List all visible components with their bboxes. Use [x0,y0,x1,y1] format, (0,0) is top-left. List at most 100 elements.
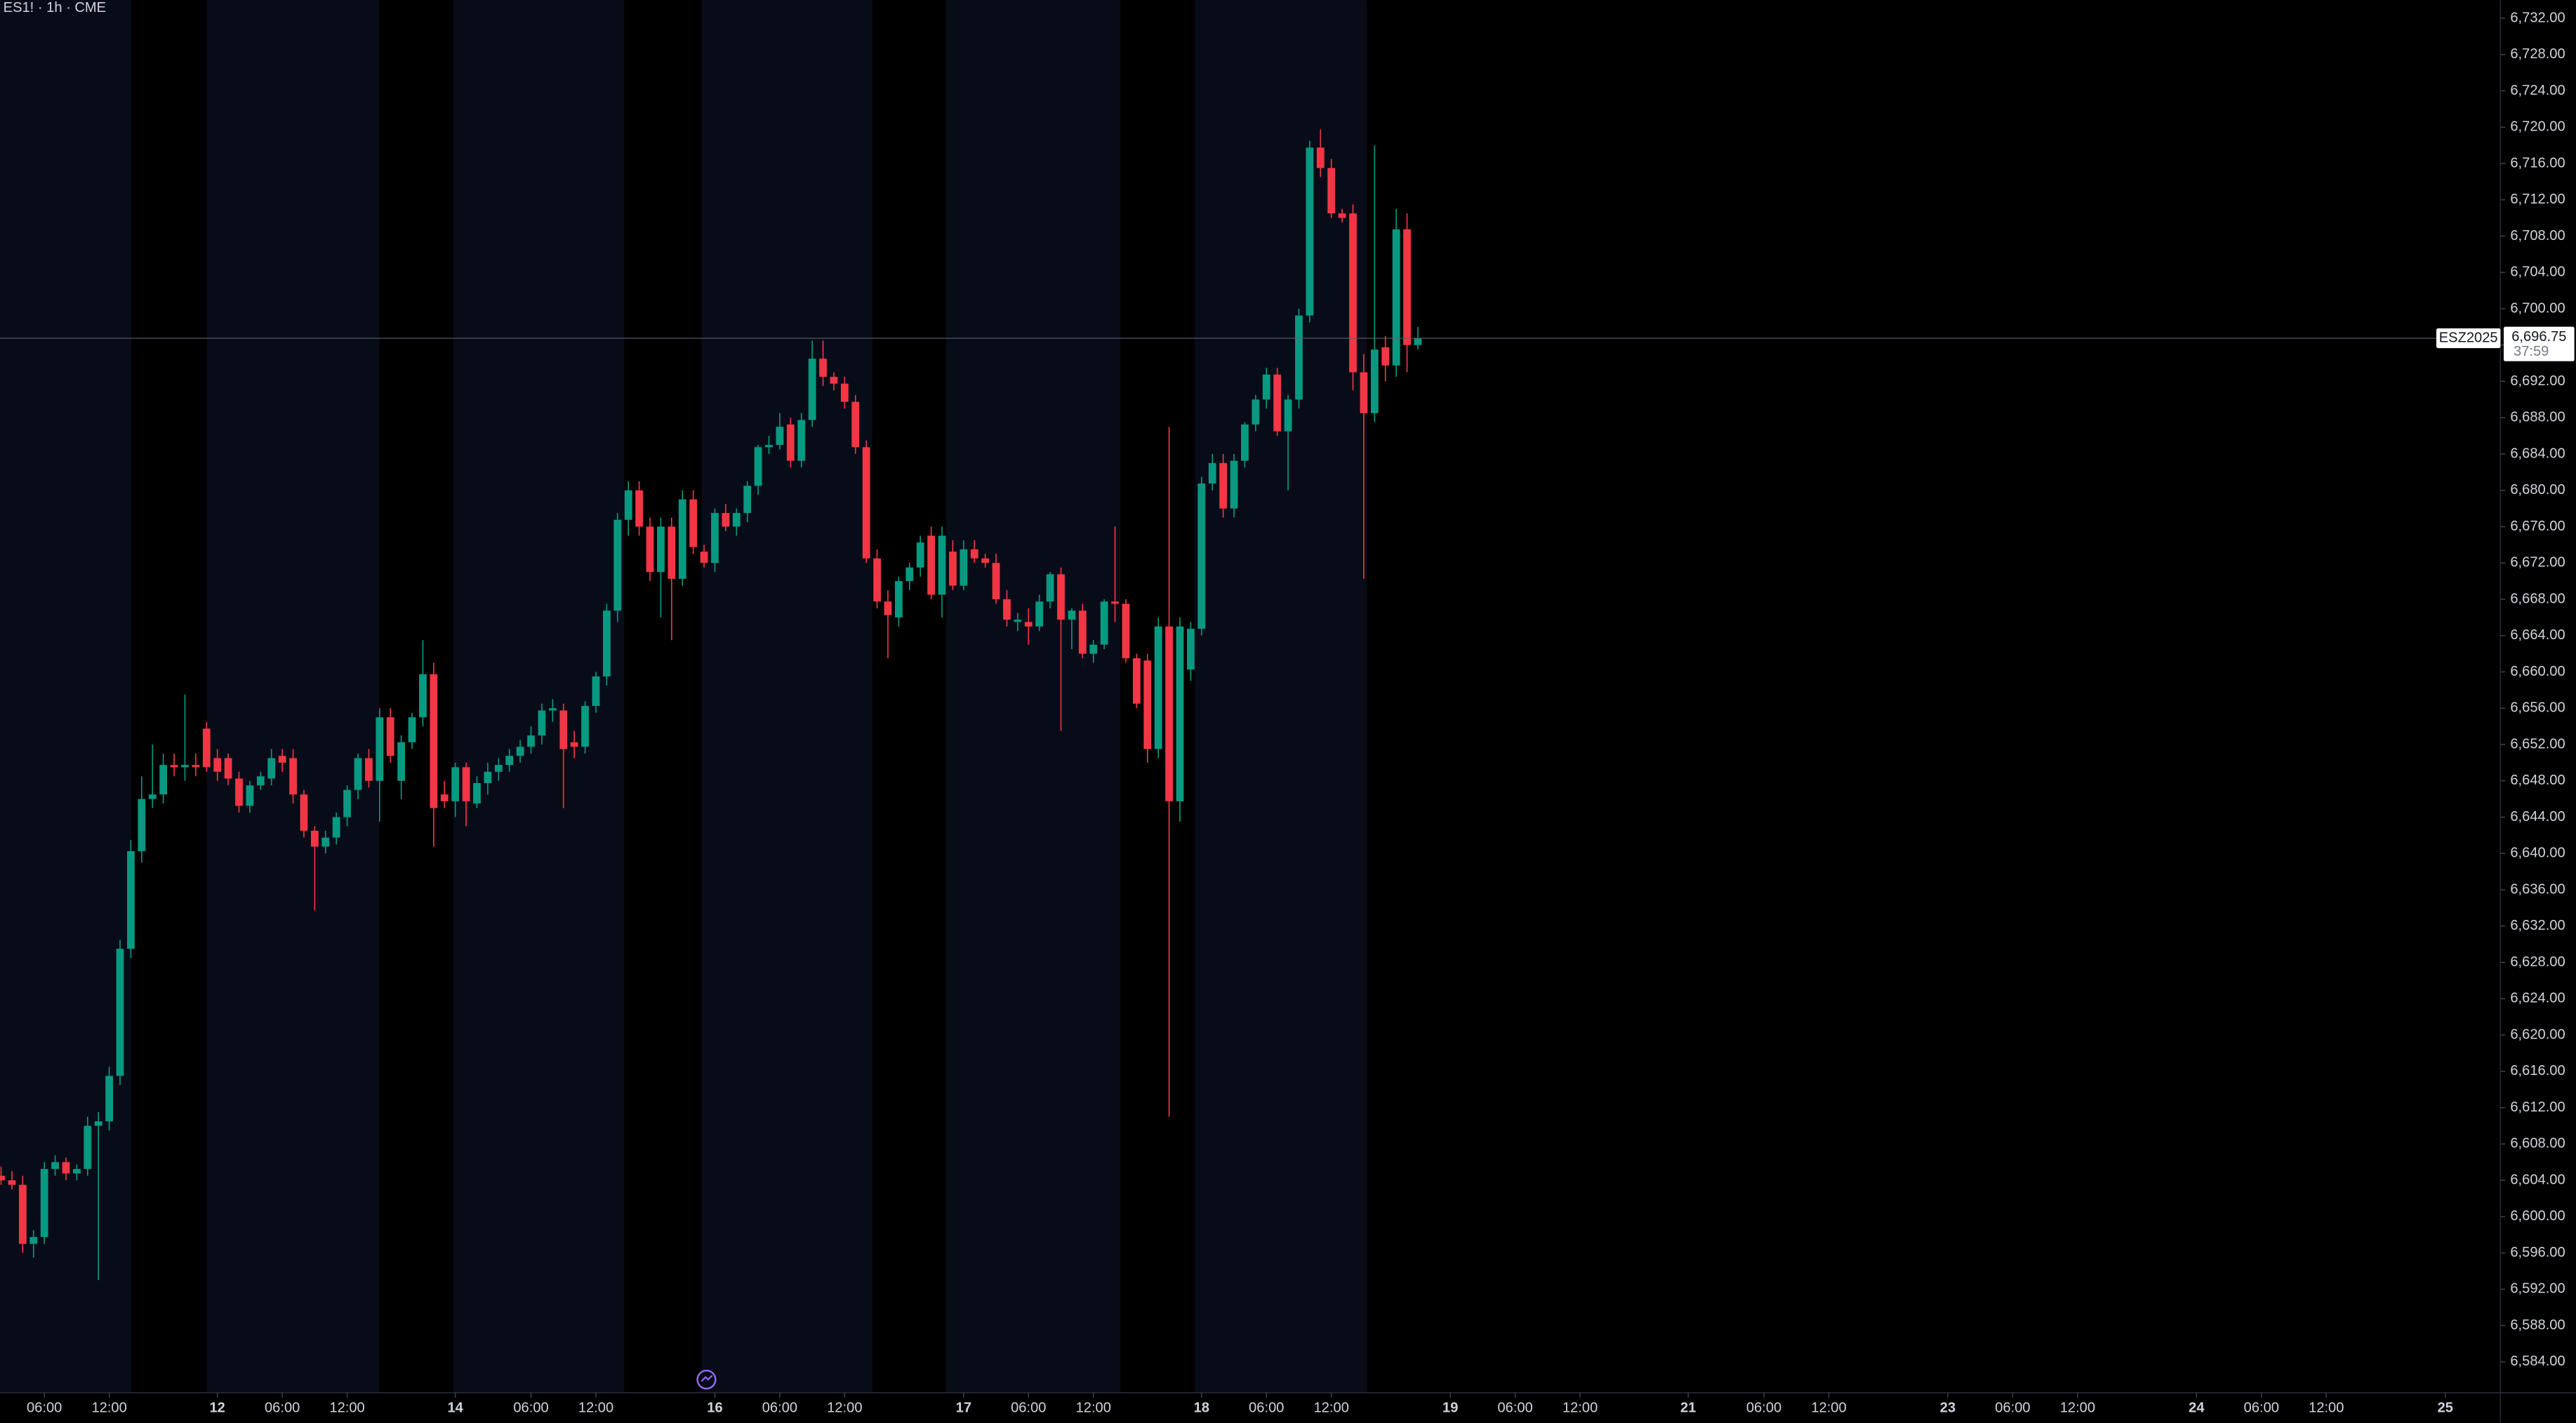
y-tick-label: 6,584.00 [2510,1354,2565,1369]
candle-body [527,735,535,747]
candle-body [29,1236,38,1244]
session-band [1194,0,1367,1393]
session-band [946,0,1121,1393]
candle-body [105,1076,114,1121]
y-tick-label: 6,664.00 [2510,627,2565,643]
candle-body [18,1184,27,1244]
candle-body [1338,213,1346,218]
candle-body [116,949,124,1076]
candle-body [505,756,514,766]
x-tick-label: 06:00 [1011,1400,1046,1415]
candle-body [440,794,449,801]
candle-body [743,486,752,514]
y-tick-label: 6,616.00 [2510,1063,2565,1078]
x-tick-label: 23 [1940,1400,1956,1415]
candle-body [559,710,568,749]
x-tick-label: 06:00 [1497,1400,1532,1415]
candle-body [1057,574,1065,620]
candle-body [786,424,795,461]
candle-body [602,610,611,677]
y-tick-label: 6,604.00 [2510,1172,2565,1187]
candle-body [408,717,416,742]
event-icon[interactable] [696,1370,717,1390]
event-icon-glyph[interactable] [701,1375,713,1382]
candle-body [765,445,773,448]
candle-body [754,447,762,486]
candle-body [1111,601,1119,604]
candle-body [1100,601,1108,645]
countdown-label: 37:59 [2514,344,2549,359]
x-tick-label: 12:00 [578,1400,613,1415]
candle-body [1208,462,1216,484]
candle-body [1284,399,1292,432]
candle-body [148,794,157,799]
session-shading [0,0,1367,1393]
candle-body [797,420,806,461]
candle-body [808,359,816,420]
y-tick-label: 6,628.00 [2510,954,2565,970]
y-tick-label: 6,700.00 [2510,300,2565,316]
candle-body [938,535,946,595]
candle-body [1176,626,1184,801]
candle-body [51,1162,59,1169]
y-tick-label: 6,608.00 [2510,1136,2565,1151]
candle-body [1360,372,1368,413]
x-tick-label: 12 [210,1400,225,1415]
candle-body [1381,347,1390,366]
y-tick-label: 6,636.00 [2510,881,2565,897]
y-tick-label: 6,708.00 [2510,228,2565,243]
candle-body [235,778,243,806]
candle-body [278,756,286,763]
session-band [206,0,380,1393]
candle-body [819,359,827,378]
x-tick-label: 14 [447,1400,463,1415]
y-tick-label: 6,588.00 [2510,1317,2565,1332]
x-tick-label: 12:00 [1811,1400,1846,1415]
candle-body [224,758,232,779]
candle-body [1392,229,1400,366]
candle-body [202,728,211,768]
candle-body [1089,644,1098,654]
candle-body [138,799,146,852]
y-tick-label: 6,704.00 [2510,265,2565,280]
candle-body [1316,147,1324,168]
candle-body [1187,629,1195,670]
x-tick-label: 12:00 [1076,1400,1111,1415]
candle-body [722,513,730,527]
candle-body [830,377,838,384]
candle-body [851,401,860,448]
candle-body [289,758,297,795]
candle-body [678,499,686,579]
x-tick-label: 12:00 [91,1400,126,1415]
candle-body [397,742,406,781]
y-tick-label: 6,720.00 [2510,119,2565,135]
candle-body [949,552,957,586]
candle-body [40,1168,48,1237]
y-tick-label: 6,724.00 [2510,83,2565,98]
x-tick-label: 21 [1680,1400,1696,1415]
candle-body [916,542,924,568]
candle-body [548,708,557,711]
y-tick-label: 6,716.00 [2510,155,2565,171]
candle-body [159,765,168,795]
candle-body [256,776,265,786]
candle-body [1132,658,1141,704]
x-tick-label: 06:00 [2244,1400,2279,1415]
candle-body [960,549,968,586]
candle-body [516,747,524,756]
candle-body [613,519,622,611]
candle-body [1024,622,1033,627]
y-tick-label: 6,656.00 [2510,700,2565,716]
event-icon-circle[interactable] [696,1370,717,1390]
y-tick-label: 6,668.00 [2510,591,2565,606]
candle-body [776,427,784,446]
plot-area: 6,584.00 6,588.00 6,592.00 6,596.00 6,600.00… [0,10,2575,1415]
x-tick-label: 25 [2438,1400,2453,1415]
candle-body [981,558,990,563]
y-tick-label: 6,684.00 [2510,446,2565,461]
candle-body [1068,610,1076,620]
candle-body [1262,374,1270,400]
candle-body [538,710,546,736]
candle-body [1370,349,1379,413]
